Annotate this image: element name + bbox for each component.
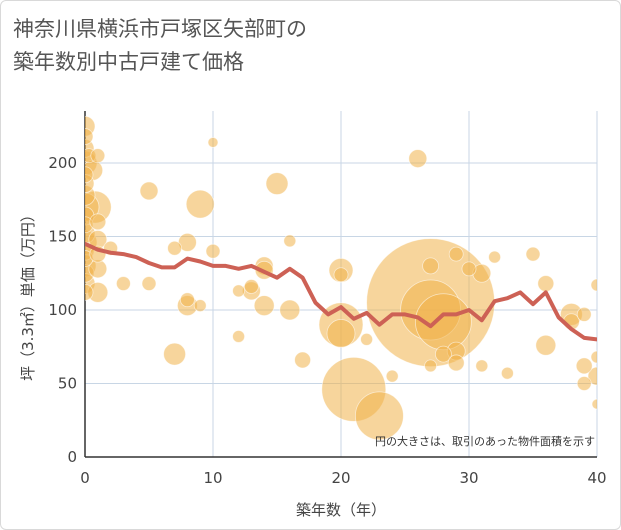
data-bubble [535,334,557,356]
data-bubble [279,299,301,321]
data-bubble [575,357,593,375]
data-bubble [488,250,502,264]
chart-title: 神奈川県横浜市戸塚区矢部町の 築年数別中古戸建て価格 [13,13,307,79]
data-bubble [265,172,289,195]
x-tick-label: 30 [459,469,478,487]
data-bubble [591,398,597,410]
y-tick-label: 0 [67,448,77,466]
data-bubble [576,376,592,391]
data-bubble [232,330,246,343]
y-axis-label: 坪（3.3㎡）単価（万円） [19,207,37,381]
x-tick-label: 40 [587,469,606,487]
data-bubble [294,351,312,369]
data-bubble [537,275,555,292]
x-tick-label: 20 [331,469,350,487]
data-bubble [253,295,275,316]
x-tick-label: 10 [203,469,222,487]
data-bubble [461,261,477,277]
data-bubble [207,137,219,148]
data-bubble [434,345,452,363]
data-bubble [283,234,297,248]
chart-title-line1: 神奈川県横浜市戸塚区矢部町の [13,17,307,41]
data-bubble [326,319,356,348]
data-bubble [163,342,187,366]
data-bubble [333,267,349,283]
data-bubble [447,354,465,372]
data-bubble [167,240,183,256]
data-bubble [193,299,207,312]
data-bubble [185,189,215,219]
data-bubble [179,292,195,308]
data-bubble [141,276,157,291]
data-bubble [232,284,246,298]
data-bubble [360,332,374,346]
data-bubble [139,181,159,201]
y-tick-label: 150 [48,228,77,246]
y-tick-label: 50 [58,375,77,393]
data-bubble [385,369,399,383]
x-tick-label: 0 [80,469,90,487]
data-bubble [590,350,597,364]
data-bubble [90,148,106,164]
data-bubble [85,166,94,184]
data-bubble [89,213,107,231]
x-axis-label: 築年数（年） [296,501,386,519]
data-bubble [500,366,514,380]
bubble-group [85,115,597,441]
data-bubble [422,257,440,275]
data-bubble [525,246,541,262]
chart-title-line2: 築年数別中古戸建て価格 [13,50,244,74]
data-bubble [408,149,428,168]
data-bubble [85,283,94,301]
average-price-line [85,241,597,342]
data-bubble [85,128,94,145]
data-bubble [576,307,592,322]
data-bubble [243,279,259,294]
y-tick-label: 100 [48,301,77,319]
data-bubble [116,276,131,291]
data-bubble [448,246,464,262]
data-bubble [205,243,221,259]
bubble-size-note: 円の大きさは、取引のあった物件面積を示す [375,434,595,448]
data-bubble [475,359,489,373]
data-bubble [354,391,404,441]
y-tick-label: 200 [48,154,77,172]
data-bubble [590,278,597,292]
data-bubble [424,359,438,373]
